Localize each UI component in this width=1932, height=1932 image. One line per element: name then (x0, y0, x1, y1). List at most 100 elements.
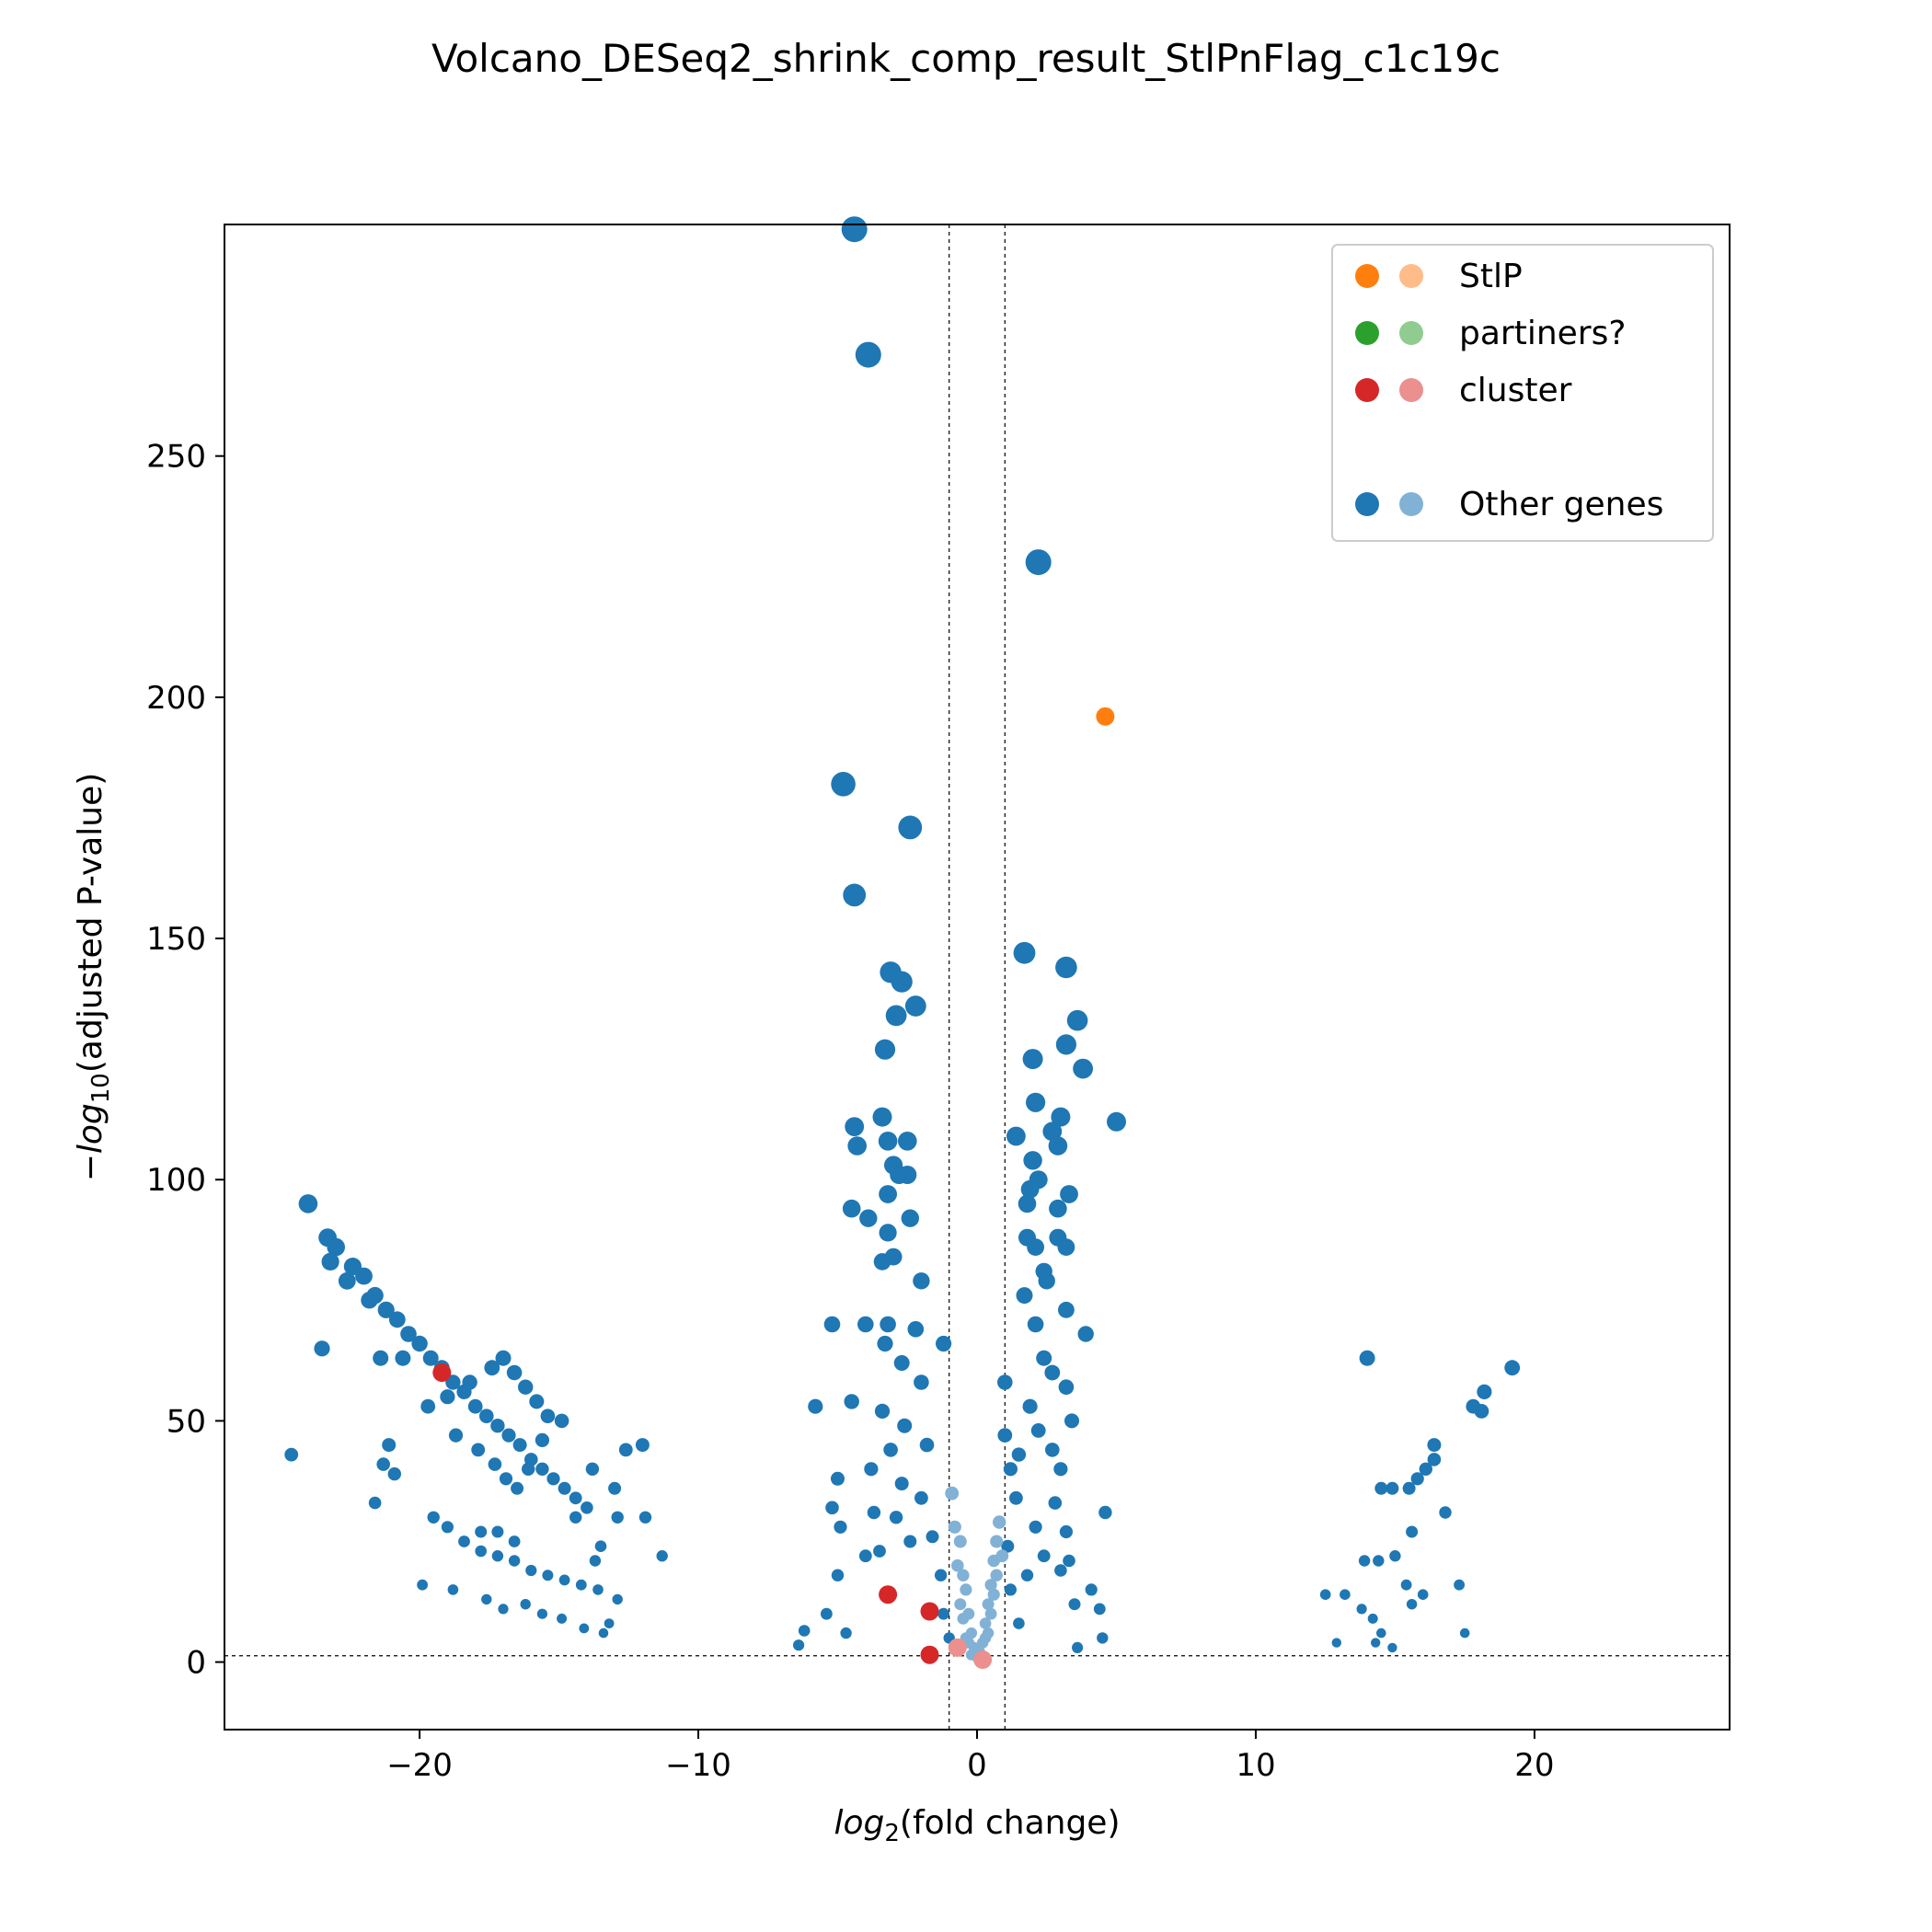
data-point (361, 1292, 378, 1309)
data-point (907, 1321, 925, 1338)
legend-marker-nonsignificant (1399, 492, 1423, 516)
data-point (845, 1117, 865, 1136)
legend-label: partiners? (1459, 315, 1626, 352)
data-point (904, 995, 926, 1017)
data-point (448, 1428, 464, 1443)
data-point (1098, 1505, 1112, 1520)
data-point (327, 1237, 346, 1257)
data-point (1400, 1579, 1412, 1591)
data-point (1410, 1472, 1424, 1486)
data-point (1013, 1617, 1025, 1629)
data-point (1051, 1107, 1071, 1127)
data-point (858, 1549, 872, 1563)
data-point (558, 1574, 570, 1586)
data-point (395, 1350, 411, 1366)
data-point (798, 1625, 811, 1637)
data-point (512, 1438, 527, 1453)
data-point (879, 1185, 897, 1203)
data-point (893, 1355, 910, 1371)
data-point (1006, 1126, 1026, 1146)
data-point (467, 1398, 483, 1414)
legend-marker-nonsignificant (1399, 378, 1423, 402)
data-point (1367, 1613, 1378, 1624)
data-point (982, 1627, 995, 1639)
data-point (501, 1428, 516, 1443)
data-point (879, 1585, 898, 1604)
y-axis-title-text: (adjusted P-value) (72, 773, 109, 1073)
data-point (864, 1462, 879, 1477)
data-point (898, 1166, 917, 1184)
data-point (411, 1335, 428, 1352)
legend-marker-significant (1355, 378, 1379, 402)
data-point (1003, 1462, 1018, 1477)
y-axis-title-log: −log (72, 1103, 109, 1181)
data-point (889, 1511, 903, 1524)
data-point (608, 1481, 622, 1495)
data-point (1025, 549, 1052, 576)
data-point (873, 1545, 886, 1558)
data-point (1059, 1524, 1073, 1539)
data-point (508, 1555, 521, 1567)
data-point (1359, 1350, 1375, 1366)
legend-marker-significant (1355, 321, 1379, 345)
data-point (913, 1272, 930, 1290)
x-axis-title-text: (fold change) (900, 1804, 1121, 1842)
data-point (484, 1360, 500, 1376)
data-point (894, 1477, 909, 1491)
data-point (898, 1132, 917, 1151)
data-point (1016, 1287, 1033, 1305)
legend-marker-significant (1355, 264, 1379, 288)
data-point (441, 1521, 454, 1534)
data-point (934, 1569, 948, 1581)
data-point (1387, 1642, 1397, 1653)
data-point (1406, 1525, 1419, 1538)
y-axis-title-subscript: 10 (87, 1073, 115, 1103)
data-point (314, 1340, 330, 1357)
data-point (1022, 1049, 1043, 1070)
data-point (1009, 1490, 1023, 1505)
data-point (878, 1132, 898, 1151)
data-point (984, 1607, 997, 1620)
data-point (840, 1627, 852, 1639)
data-point (1093, 1603, 1106, 1616)
data-point (877, 1335, 893, 1352)
data-point (522, 1462, 535, 1477)
data-point (844, 1394, 859, 1409)
data-point (490, 1419, 505, 1433)
data-point (440, 1389, 455, 1405)
data-point (417, 1579, 428, 1591)
data-point (618, 1443, 633, 1457)
data-point (1063, 1554, 1075, 1568)
x-tick-label: 0 (967, 1747, 987, 1784)
data-point (936, 1335, 952, 1352)
data-point (1454, 1579, 1465, 1591)
data-point (984, 1579, 997, 1592)
data-point (831, 772, 856, 797)
data-point (284, 1447, 299, 1462)
data-point (585, 1462, 600, 1477)
data-point (920, 1645, 939, 1664)
data-point (1427, 1453, 1442, 1466)
data-point (831, 1569, 845, 1581)
data-point (1018, 1194, 1037, 1213)
data-point (823, 1316, 841, 1333)
y-tick-label: 150 (146, 921, 206, 958)
data-point (447, 1584, 459, 1595)
data-point (1042, 1121, 1063, 1142)
x-axis-title: log2(fold change) (834, 1804, 1120, 1847)
data-point (382, 1438, 397, 1453)
data-point (1054, 1564, 1067, 1577)
data-point (859, 1209, 878, 1227)
data-point (511, 1481, 524, 1495)
data-point (1376, 1627, 1386, 1639)
data-point (843, 883, 867, 907)
data-point (479, 1409, 494, 1423)
data-point (535, 1462, 549, 1477)
data-point (897, 1418, 913, 1433)
data-point (993, 1515, 1006, 1529)
data-point (1073, 1058, 1093, 1079)
data-point (1013, 941, 1036, 964)
x-axis-title-log: log (834, 1804, 884, 1842)
data-point (1058, 1379, 1075, 1395)
data-point (1027, 1316, 1044, 1333)
